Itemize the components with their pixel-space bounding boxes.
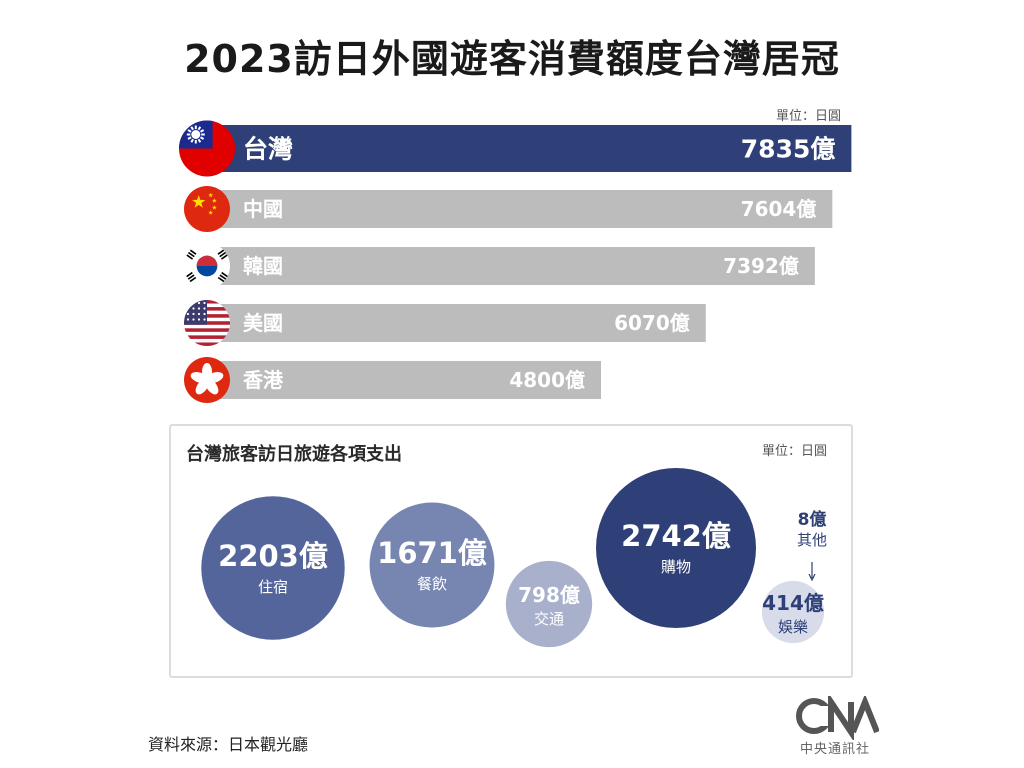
- bar-value-label: 7835億: [741, 135, 836, 164]
- bubble-value-label: 414億: [762, 591, 824, 615]
- hongkong-flag-icon: [184, 357, 230, 403]
- bubble-value-label: 2742億: [621, 519, 731, 553]
- bar-category-label: 中國: [243, 197, 283, 221]
- pointer-arrow-icon: [808, 562, 816, 582]
- bubble-category-label: 住宿: [258, 578, 288, 596]
- bar-value-label: 7604億: [741, 197, 817, 221]
- bubble-category-label: 購物: [661, 558, 691, 576]
- bar-value-label: 4800億: [509, 368, 585, 392]
- usa-flag-icon: [184, 300, 230, 346]
- unit-label-top: 單位：日圓: [776, 109, 842, 124]
- bubble-value-label: 2203億: [218, 539, 328, 573]
- cna-logo-icon: [796, 696, 879, 740]
- taiwan-flag-icon: [179, 120, 235, 177]
- bar-category-label: 台灣: [243, 135, 293, 164]
- bubble-category-label: 娛樂: [778, 618, 808, 636]
- bubble-1: [369, 502, 495, 628]
- bubble-0: [201, 496, 345, 640]
- bar-category-label: 韓國: [243, 254, 283, 278]
- china-flag-icon: [184, 186, 230, 232]
- bar-0: [205, 125, 852, 172]
- unit-label-panel: 單位：日圓: [762, 444, 828, 459]
- bubble-value-label: 8億: [798, 509, 827, 530]
- bar-3: [205, 304, 706, 342]
- bubble-category-label: 交通: [534, 610, 564, 628]
- bar-value-label: 7392億: [723, 254, 799, 278]
- bar-4: [205, 361, 601, 399]
- korea-flag-icon: [184, 243, 230, 289]
- bar-category-label: 美國: [243, 311, 283, 335]
- expense-panel: [169, 424, 853, 678]
- bubble-category-label: 其他: [797, 531, 827, 549]
- bubble-value-label: 798億: [518, 583, 580, 607]
- bubble-2: [505, 560, 593, 648]
- bar-value-label: 6070億: [614, 311, 690, 335]
- bubble-category-label: 餐飲: [417, 575, 447, 593]
- bubble-3: [596, 468, 756, 628]
- cna-logo-text: 中央通訊社: [800, 742, 871, 757]
- page-title: 2023訪日外國遊客消費額度台灣居冠: [184, 37, 840, 81]
- bar-category-label: 香港: [243, 368, 284, 392]
- bubble-4: [761, 580, 825, 644]
- bar-2: [205, 247, 815, 285]
- data-source: 資料來源：日本觀光廳: [148, 735, 309, 754]
- bubble-value-label: 1671億: [377, 536, 487, 570]
- expense-panel-title: 台灣旅客訪日旅遊各項支出: [186, 444, 402, 465]
- bar-1: [205, 190, 833, 228]
